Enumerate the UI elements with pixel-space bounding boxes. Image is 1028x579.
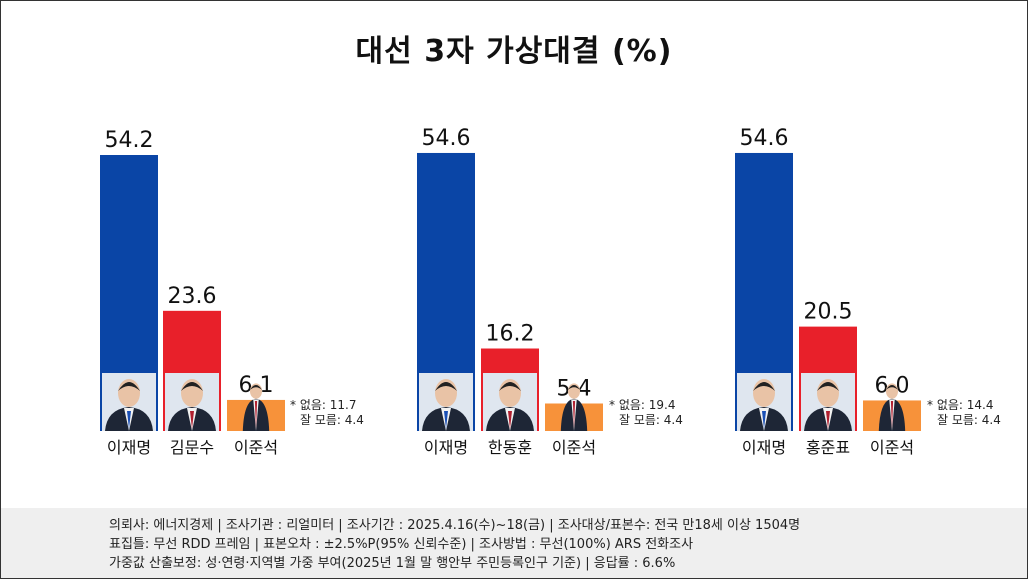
note-text: 잘 모름: 4.4 (937, 413, 1001, 427)
data-label: 54.6 (740, 126, 789, 151)
candidate-name: 이재명 (107, 438, 151, 457)
candidate-name: 이재명 (424, 438, 468, 457)
candidate-photo (878, 383, 906, 431)
note-text: * 없음: 11.7 (290, 398, 356, 412)
survey-footer: 의뢰사: 에너지경제 | 조사기관 : 리얼미터 | 조사기간 : 2025.4… (1, 508, 1027, 578)
data-label: 54.6 (422, 126, 471, 151)
candidate-photo (801, 373, 855, 431)
footer-line-1: 의뢰사: 에너지경제 | 조사기관 : 리얼미터 | 조사기간 : 2025.4… (109, 518, 801, 533)
data-label: 23.6 (168, 284, 217, 309)
candidate-photo (102, 373, 156, 431)
candidate-name: 홍준표 (806, 438, 850, 457)
candidate-name: 이재명 (742, 438, 786, 457)
data-label: 54.2 (105, 128, 154, 153)
candidate-name: 김문수 (170, 438, 214, 457)
candidate-photo (242, 383, 270, 431)
footer-line-2: 표집틀: 무선 RDD 프레임 | 표본오차 : ±2.5%P(95% 신뢰수준… (109, 537, 694, 552)
chart-title: 대선 3자 가상대결 (%) (355, 34, 673, 69)
data-label: 16.2 (486, 322, 535, 347)
candidate-photo (560, 383, 588, 431)
candidate-name: 이준석 (552, 438, 596, 457)
candidate-photo (737, 373, 791, 431)
data-label: 20.5 (804, 300, 853, 325)
candidate-photo (483, 373, 537, 431)
note-text: * 없음: 19.4 (609, 398, 675, 412)
note-text: 잘 모름: 4.4 (300, 413, 364, 427)
note-text: * 없음: 14.4 (927, 398, 993, 412)
candidate-photo (419, 373, 473, 431)
candidate-name: 한동훈 (488, 438, 532, 457)
candidate-name: 이준석 (870, 438, 914, 457)
candidate-name: 이준석 (234, 438, 278, 457)
candidate-photo (165, 373, 219, 431)
note-text: 잘 모름: 4.4 (619, 413, 683, 427)
footer-line-3: 가중값 산출보정: 성·연령·지역별 가중 부여(2025년 1월 말 행안부 … (109, 556, 676, 571)
